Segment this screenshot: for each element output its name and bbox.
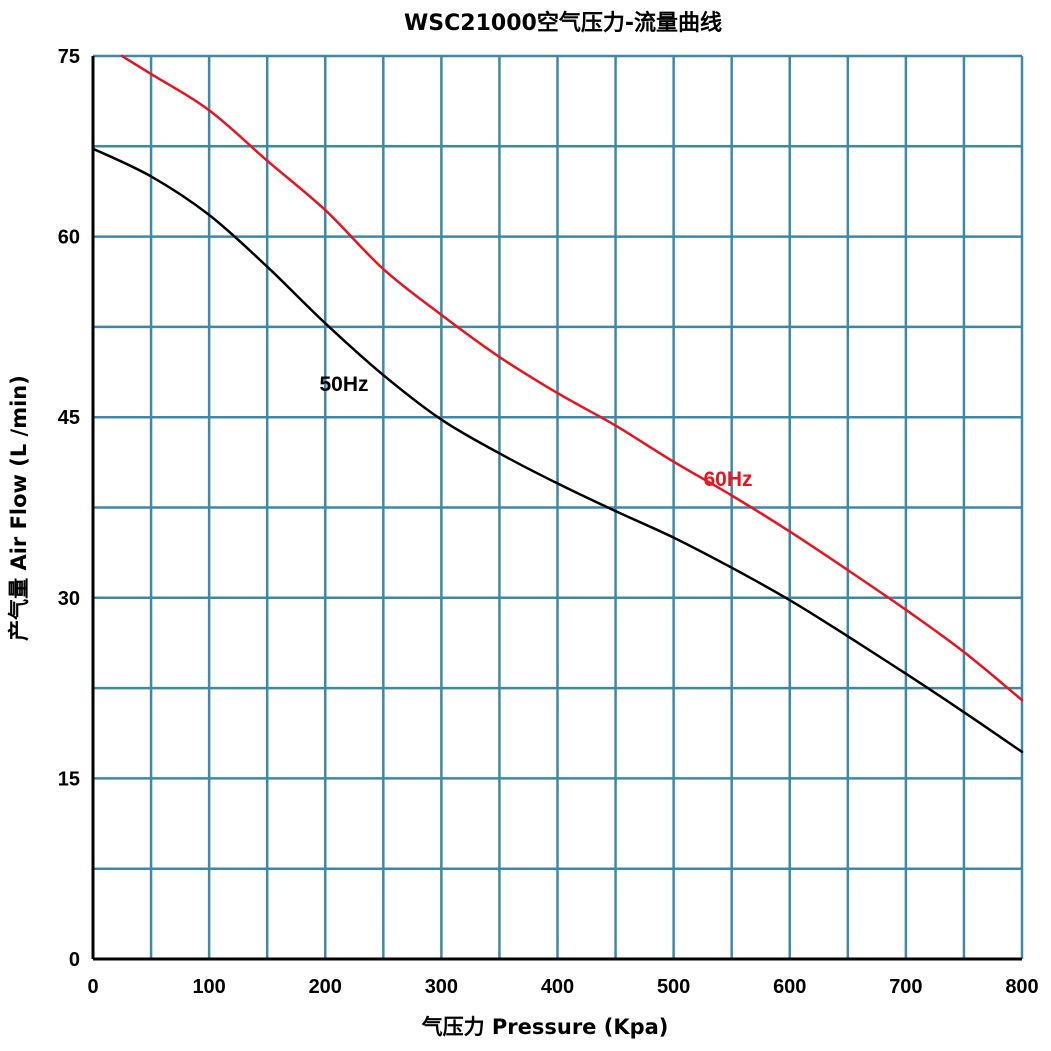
series-label-50hz: 50Hz: [319, 373, 368, 396]
series-label-60hz: 60Hz: [703, 468, 752, 491]
y-tick-label: 75: [58, 46, 80, 68]
y-tick-label: 45: [58, 407, 80, 429]
series-line-50hz: [91, 147, 1024, 754]
x-tick-label: 300: [425, 976, 458, 998]
x-tick-label: 600: [773, 976, 806, 998]
y-tick-label: 60: [58, 227, 80, 249]
y-tick-labels: 0 15 30 45 60 75: [58, 46, 80, 971]
x-tick-label: 800: [1005, 976, 1038, 998]
series-line-60hz: [120, 54, 1024, 702]
y-axis-title: 产气量 Air Flow (L /min): [7, 375, 31, 641]
y-tick-label: 30: [58, 588, 80, 610]
x-tick-label: 200: [309, 976, 342, 998]
x-tick-label: 700: [889, 976, 922, 998]
x-axis-title: 气压力 Pressure (Kpa): [421, 1015, 669, 1039]
x-tick-label: 0: [87, 976, 98, 998]
x-tick-labels: 0 100 200 300 400 500 600 700 800: [87, 976, 1038, 998]
x-tick-label: 400: [541, 976, 574, 998]
x-tick-label: 100: [192, 976, 225, 998]
curves: [91, 54, 1024, 754]
grid: [93, 54, 1024, 959]
y-tick-label: 0: [69, 949, 80, 971]
y-tick-label: 15: [58, 768, 80, 790]
chart-title: WSC21000空气压力-流量曲线: [404, 10, 722, 36]
x-tick-label: 500: [657, 976, 690, 998]
